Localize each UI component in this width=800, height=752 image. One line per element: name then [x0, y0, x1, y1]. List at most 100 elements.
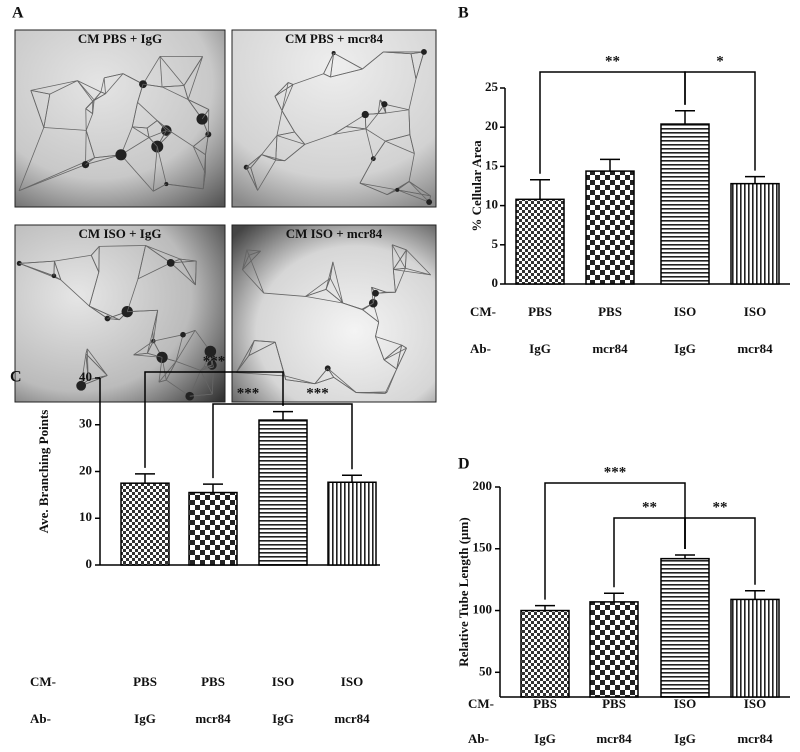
significance-bracket	[684, 71, 756, 171]
tube	[274, 96, 283, 111]
tube	[391, 244, 406, 269]
row-label: CM-	[30, 674, 56, 689]
significance-label: *	[716, 53, 724, 69]
cell-cluster	[361, 110, 369, 119]
tube	[85, 348, 88, 354]
tube	[159, 56, 163, 87]
x-tick-label: mcr84	[592, 341, 628, 356]
tube	[323, 52, 335, 74]
tube	[148, 130, 167, 138]
x-tick-label: ISO	[744, 696, 766, 711]
tube	[175, 330, 196, 362]
tube	[323, 73, 331, 78]
tube	[85, 130, 95, 158]
tube	[183, 85, 189, 100]
y-axis-label: Relative Tube Length (µm)	[456, 517, 471, 666]
tube	[142, 56, 161, 85]
tube	[166, 183, 204, 190]
tube	[18, 127, 45, 191]
tube	[314, 368, 329, 385]
y-tick-label: 20	[485, 118, 498, 133]
cell-cluster	[185, 391, 195, 401]
tube	[397, 189, 431, 197]
tube	[100, 77, 105, 93]
tube	[137, 102, 158, 121]
tube	[137, 245, 146, 279]
tube	[397, 189, 430, 203]
bar	[730, 598, 780, 698]
cell-cluster	[372, 289, 379, 297]
tube	[147, 352, 163, 358]
tube	[142, 83, 163, 88]
y-tick-label: 150	[473, 540, 493, 555]
tube	[281, 82, 289, 111]
tube	[30, 80, 78, 91]
tube	[235, 355, 250, 373]
tube	[242, 269, 265, 294]
tube	[146, 120, 158, 129]
tube	[327, 367, 357, 393]
tube	[195, 260, 197, 285]
x-tick-label: mcr84	[737, 731, 773, 746]
cell-cluster	[421, 48, 427, 55]
tube	[43, 127, 87, 131]
tube	[146, 340, 154, 354]
tube	[325, 261, 334, 290]
bar	[585, 170, 635, 285]
x-tick-label: IgG	[529, 341, 551, 356]
tube	[193, 146, 206, 156]
tube	[183, 56, 203, 86]
tube	[153, 183, 167, 192]
x-tick-label: PBS	[133, 674, 157, 689]
tube	[161, 86, 189, 100]
tube	[104, 73, 124, 79]
tube	[393, 269, 431, 276]
tube	[189, 370, 201, 397]
tube	[396, 344, 403, 370]
cell-cluster	[166, 258, 175, 267]
tube	[153, 334, 184, 342]
bar	[589, 601, 639, 698]
tube	[248, 340, 255, 356]
tube	[85, 353, 89, 380]
tube	[392, 269, 396, 293]
bar	[515, 198, 565, 285]
tube	[99, 245, 146, 247]
y-tick-label: 5	[492, 236, 499, 251]
tube	[409, 134, 415, 154]
tube	[375, 336, 402, 346]
tube	[384, 103, 410, 111]
tube	[325, 278, 331, 290]
x-tick-label: mcr84	[334, 711, 370, 726]
tube	[250, 167, 259, 191]
tube	[314, 376, 334, 385]
image-title: CM PBS + IgG	[78, 31, 162, 46]
tube	[392, 244, 407, 251]
cell-cluster	[204, 345, 217, 358]
tube	[19, 263, 55, 277]
tube	[257, 159, 277, 191]
tube	[85, 154, 122, 165]
tube	[166, 379, 190, 397]
row-label: Ab-	[470, 341, 491, 356]
tube	[242, 250, 261, 271]
tube	[200, 366, 214, 371]
tube	[30, 89, 50, 95]
tube	[49, 80, 78, 95]
tube	[158, 379, 167, 383]
tube	[261, 135, 278, 155]
tube	[362, 309, 379, 323]
y-tick-label: 50	[479, 663, 492, 678]
tube	[85, 108, 93, 115]
bar	[120, 482, 170, 566]
row-label: CM-	[468, 696, 494, 711]
tube	[146, 331, 154, 354]
tube	[201, 109, 210, 120]
tube	[284, 144, 306, 162]
tube	[304, 134, 334, 145]
tube	[152, 146, 158, 192]
tube	[43, 94, 51, 128]
x-tick-label: PBS	[602, 696, 626, 711]
tube	[248, 250, 261, 256]
tube	[158, 357, 163, 383]
